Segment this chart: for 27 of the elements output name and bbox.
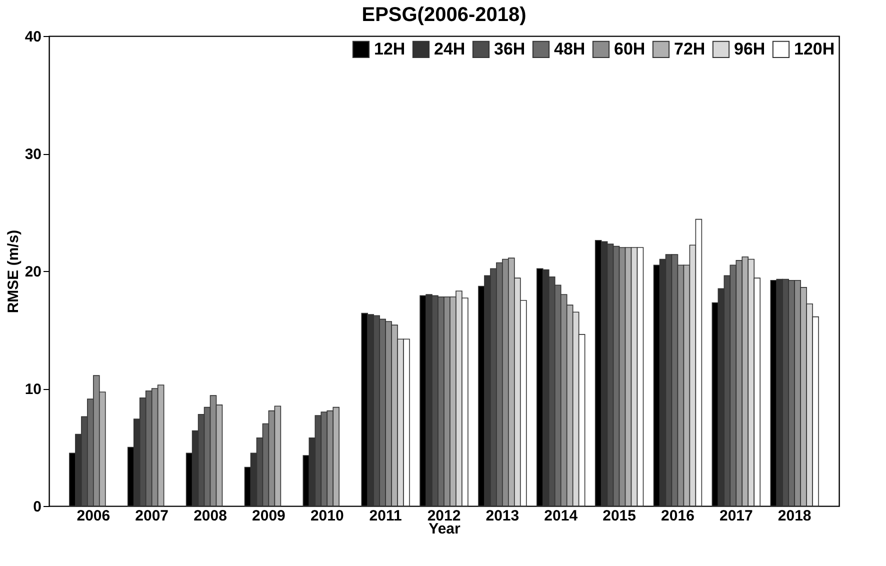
y-tick-label: 0 <box>33 498 42 516</box>
x-tick-label: 2013 <box>486 508 520 524</box>
x-tick-label: 2018 <box>778 508 812 524</box>
y-tick-label: 10 <box>24 381 42 398</box>
y-axis-title: RMSE (m/s) <box>4 230 22 314</box>
x-tick-label: 2006 <box>76 508 110 524</box>
legend-label: 24H <box>434 39 466 58</box>
chart-title: EPSG(2006-2018) <box>362 4 526 26</box>
x-tick-label: 2014 <box>544 508 578 524</box>
x-tick-label: 2010 <box>310 508 344 524</box>
legend-label: 60H <box>614 39 646 58</box>
legend-label: 72H <box>674 39 706 58</box>
x-tick-label: 2015 <box>602 508 636 524</box>
legend-label: 12H <box>374 39 406 58</box>
x-tick-label: 2011 <box>369 508 402 524</box>
legend-label: 48H <box>554 39 586 58</box>
legend-label: 36H <box>494 39 526 58</box>
y-tick-label: 20 <box>24 264 42 280</box>
legend-label: 96H <box>734 39 766 58</box>
x-tick-label: 2009 <box>252 508 286 524</box>
x-tick-label: 2017 <box>719 508 753 524</box>
x-tick-label: 2007 <box>135 508 169 524</box>
legend-label: 120H <box>794 39 835 58</box>
y-tick-label: 30 <box>24 146 42 163</box>
x-tick-label: 2008 <box>194 508 227 524</box>
y-tick-label: 40 <box>24 28 42 46</box>
x-tick-label: 2016 <box>661 508 694 524</box>
